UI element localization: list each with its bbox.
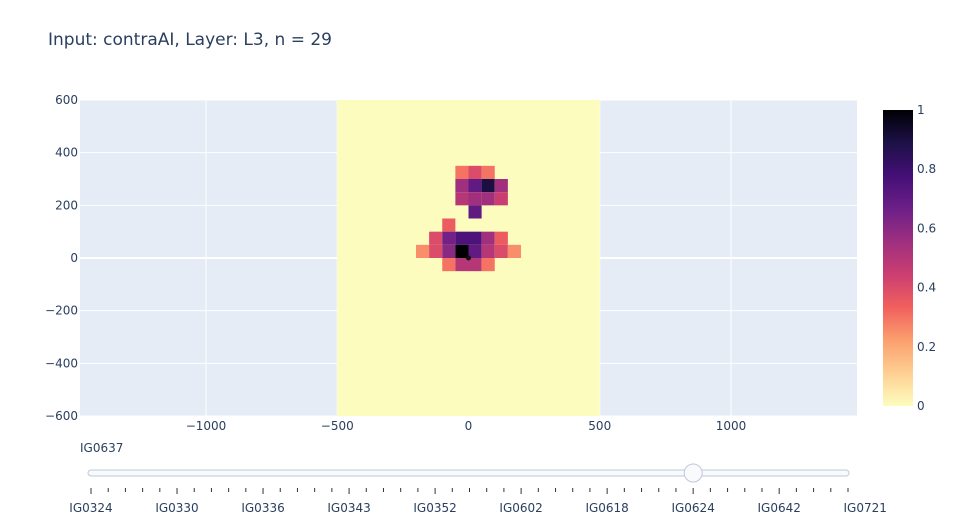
x-tick-label: −1000: [186, 419, 227, 433]
slider-ticks: IG0324 IG0330 IG0336 IG0343 IG0352 IG0602 IG06…: [69, 488, 887, 515]
x-tick-label: −500: [321, 419, 354, 433]
heatmap-cell: [455, 165, 469, 179]
slider-step-label[interactable]: IG0330: [155, 501, 198, 515]
heatmap-cell: [468, 258, 482, 272]
heatmap-cell: [442, 244, 456, 258]
heatmap-cell: [429, 244, 443, 258]
heatmap-cell: [455, 192, 469, 206]
colorbar: [883, 110, 913, 406]
heatmap-cell: [455, 179, 469, 193]
heatmap-cell: [416, 244, 430, 258]
chart-title: Input: contraAI, Layer: L3, n = 29: [48, 30, 332, 50]
y-tick-label: 600: [55, 93, 78, 107]
y-axis-ticks: 600 400 200 0 −200 −400 −600: [45, 93, 78, 423]
slider-handle[interactable]: [683, 463, 703, 483]
heatmap-cells: [416, 165, 521, 272]
slider-step-label[interactable]: IG0624: [671, 501, 714, 515]
colorbar-tick-label: 0.8: [917, 162, 936, 176]
slider-step-label[interactable]: IG0721: [844, 501, 887, 515]
slider-step-label[interactable]: IG0336: [241, 501, 284, 515]
colorbar-tick-label: 1: [917, 103, 925, 117]
y-tick-label: −200: [45, 304, 78, 318]
heatmap-cell: [494, 231, 508, 245]
slider-current-label: IG0637: [80, 441, 124, 455]
y-tick-label: 0: [70, 251, 78, 265]
heatmap-cell: [455, 231, 469, 245]
slider-track[interactable]: [87, 469, 850, 477]
heatmap-cell: [494, 192, 508, 206]
heatmap-cell: [481, 179, 495, 193]
heatmap-cell: [468, 165, 482, 179]
heatmap-cell: [494, 179, 508, 193]
y-tick-label: −400: [45, 356, 78, 370]
x-tick-label: 1000: [716, 419, 747, 433]
origin-marker: [466, 255, 471, 261]
slider-step-label[interactable]: IG0352: [413, 501, 456, 515]
heatmap-cell: [429, 231, 443, 245]
heatmap-cell: [481, 244, 495, 258]
heatmap-cell: [468, 244, 482, 258]
colorbar-ticks: 0 0.2 0.4 0.6 0.8 1: [917, 103, 936, 413]
slider-step-label[interactable]: IG0324: [69, 501, 112, 515]
heatmap-cell: [468, 231, 482, 245]
slider-step-label[interactable]: IG0642: [757, 501, 800, 515]
colorbar-tick-label: 0: [917, 399, 925, 413]
heatmap-cell: [455, 258, 469, 272]
colorbar-tick-label: 0.2: [917, 340, 936, 354]
heatmap-cell: [507, 244, 521, 258]
heatmap-cell: [442, 231, 456, 245]
heatmap-cell: [481, 165, 495, 179]
heatmap-cell: [481, 192, 495, 206]
frame-slider: IG0324 IG0330 IG0336 IG0343 IG0352 IG0602 IG06…: [69, 463, 887, 515]
heatmap-cell: [481, 258, 495, 272]
colorbar-tick-label: 0.6: [917, 221, 936, 235]
x-tick-label: 500: [588, 419, 611, 433]
y-tick-label: 200: [55, 198, 78, 212]
slider-step-label[interactable]: IG0343: [327, 501, 370, 515]
heatmap-cell: [468, 179, 482, 193]
y-tick-label: 400: [55, 146, 78, 160]
heatmap-cell: [455, 244, 469, 258]
slider-step-label[interactable]: IG0602: [499, 501, 542, 515]
heatmap-cell: [442, 258, 456, 272]
heatmap-cell: [481, 231, 495, 245]
heatmap-cell: [468, 192, 482, 206]
x-tick-label: 0: [465, 419, 473, 433]
x-axis-ticks: −1000 −500 0 500 1000: [186, 419, 747, 433]
heatmap-cell: [442, 218, 456, 232]
heatmap-cell: [494, 244, 508, 258]
heatmap-cell: [468, 205, 482, 219]
y-tick-label: −600: [45, 409, 78, 423]
colorbar-tick-label: 0.4: [917, 281, 936, 295]
slider-step-label[interactable]: IG0618: [585, 501, 628, 515]
